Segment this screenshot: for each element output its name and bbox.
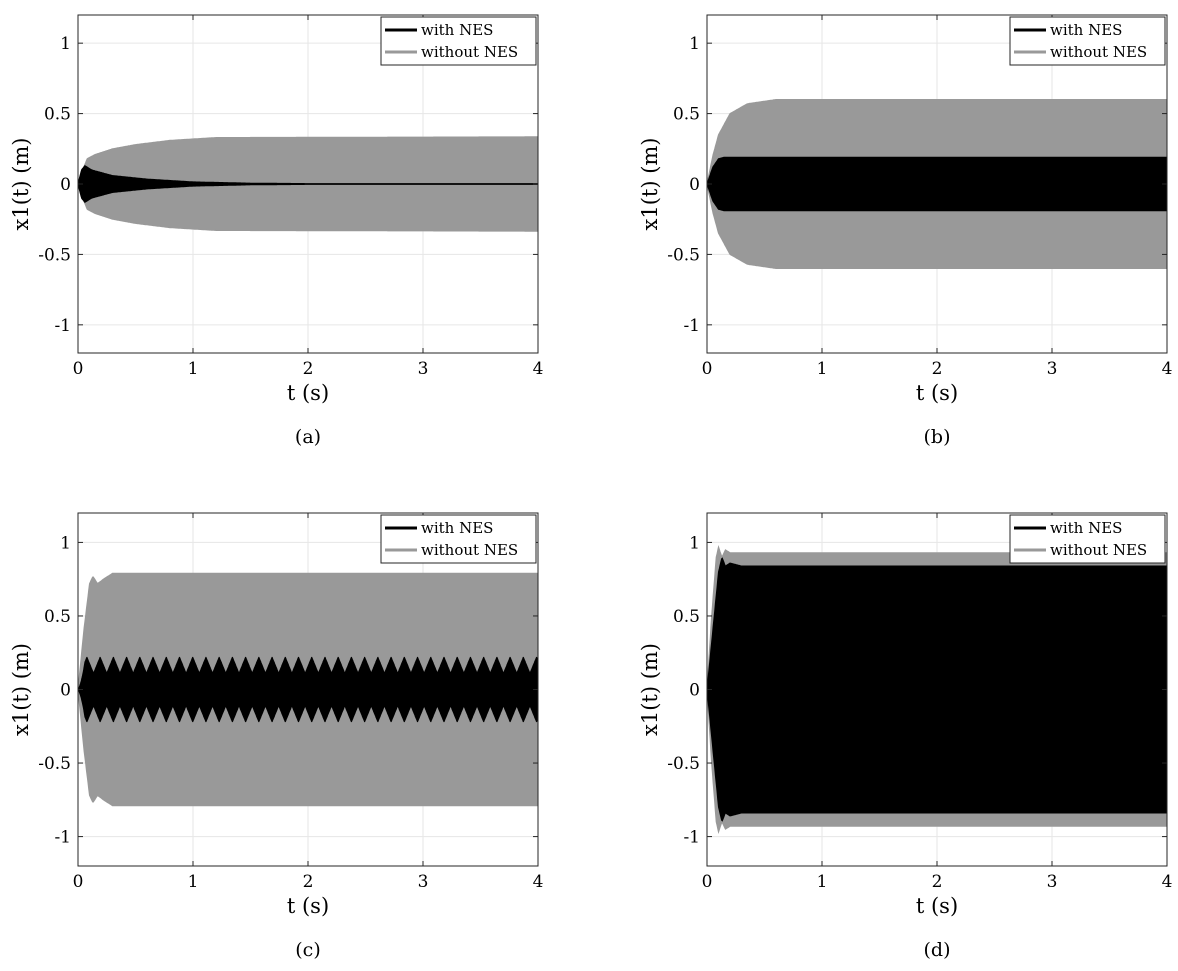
x-tick-label: 1: [188, 872, 199, 892]
x-tick-label: 4: [1162, 359, 1173, 379]
y-tick-label: 0: [60, 681, 71, 701]
series-layer: [78, 572, 538, 807]
y-tick-label: 1: [60, 34, 71, 54]
x-tick-label: 4: [1162, 872, 1173, 892]
series-with-nes: [707, 557, 1167, 822]
x-tick-label: 2: [932, 359, 943, 379]
x-tick-label: 1: [817, 359, 828, 379]
series-with-nes: [78, 656, 538, 723]
x-tick-label: 0: [73, 359, 84, 379]
x-axis-label: t (s): [287, 894, 329, 918]
legend-label: without NES: [421, 43, 518, 61]
y-tick-label: 0.5: [44, 607, 71, 627]
legend-box: [1009, 514, 1166, 564]
legend-label: without NES: [1050, 541, 1147, 559]
x-axis-label: t (s): [916, 894, 958, 918]
y-tick-label: -0.5: [667, 245, 700, 265]
chart-panel-3: 0 1 2 3 4-1-0.500.51t (s)x1(t) (m)with NESwi…: [9, 512, 544, 961]
legend: with NES without NES: [1009, 514, 1166, 564]
y-axis-label: x1(t) (m): [9, 643, 33, 736]
series-layer: [78, 136, 538, 232]
chart-panel-4: 0 1 2 3 4-1-0.500.51t (s)x1(t) (m)with NESwi…: [638, 512, 1173, 961]
y-axis-label: x1(t) (m): [638, 643, 662, 736]
y-tick-label: 1: [689, 533, 700, 553]
x-tick-label: 0: [702, 359, 713, 379]
x-tick-label: 0: [73, 872, 84, 892]
y-tick-label: -0.5: [667, 754, 700, 774]
y-tick-label: 0.5: [673, 105, 700, 125]
x-tick-label: 1: [817, 872, 828, 892]
x-tick-label: 0: [702, 872, 713, 892]
legend-label: with NES: [421, 21, 493, 39]
y-tick-label: 1: [60, 533, 71, 553]
x-axis-label: t (s): [287, 381, 329, 405]
x-tick-label: 2: [303, 359, 314, 379]
chart-panel-2: 0 1 2 3 4-1-0.500.51t (s)x1(t) (m)with NESwi…: [638, 14, 1173, 448]
y-tick-label: -1: [683, 316, 700, 336]
legend-box: [380, 16, 537, 66]
legend-label: with NES: [1050, 519, 1122, 537]
y-tick-label: 0.5: [44, 105, 71, 125]
y-tick-label: -1: [54, 316, 71, 336]
x-tick-label: 1: [188, 359, 199, 379]
y-tick-label: -1: [683, 828, 700, 848]
panel-caption: (c): [295, 939, 320, 961]
legend-label: without NES: [1050, 43, 1147, 61]
panel-caption: (d): [924, 939, 951, 961]
x-tick-label: 3: [418, 872, 429, 892]
y-tick-label: -0.5: [38, 245, 71, 265]
series-with-nes: [78, 165, 538, 203]
x-tick-label: 2: [303, 872, 314, 892]
series-layer: [707, 544, 1167, 835]
x-axis-label: t (s): [916, 381, 958, 405]
legend: with NES without NES: [380, 16, 537, 66]
x-tick-label: 3: [1047, 872, 1058, 892]
y-tick-label: -1: [54, 828, 71, 848]
y-tick-label: 0: [60, 175, 71, 195]
y-tick-label: 0: [689, 175, 700, 195]
x-tick-label: 3: [418, 359, 429, 379]
series-with-nes: [707, 156, 1167, 212]
legend-label: without NES: [421, 541, 518, 559]
x-tick-label: 2: [932, 872, 943, 892]
x-tick-label: 4: [533, 872, 544, 892]
series-layer: [707, 99, 1167, 269]
chart-panel-1: 0 1 2 3 4-1-0.500.51t (s)x1(t) (m)with NESwi…: [9, 14, 544, 448]
y-tick-label: 0.5: [673, 607, 700, 627]
y-tick-label: 0: [689, 681, 700, 701]
panel-caption: (a): [295, 426, 321, 448]
y-axis-label: x1(t) (m): [9, 137, 33, 230]
panel-caption: (b): [924, 426, 951, 448]
y-tick-label: -0.5: [38, 754, 71, 774]
legend-box: [380, 514, 537, 564]
legend: with NES without NES: [1009, 16, 1166, 66]
legend-label: with NES: [1050, 21, 1122, 39]
legend-label: with NES: [421, 519, 493, 537]
x-tick-label: 3: [1047, 359, 1058, 379]
legend: with NES without NES: [380, 514, 537, 564]
y-tick-label: 1: [689, 34, 700, 54]
x-tick-label: 4: [533, 359, 544, 379]
y-axis-label: x1(t) (m): [638, 137, 662, 230]
legend-box: [1009, 16, 1166, 66]
